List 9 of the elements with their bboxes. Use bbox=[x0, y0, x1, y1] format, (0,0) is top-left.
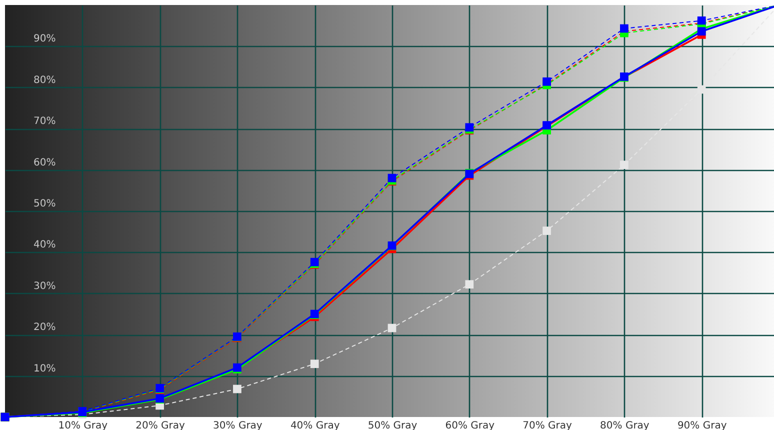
y-tick-label: 70% bbox=[34, 116, 56, 128]
y-tick-label: 20% bbox=[34, 322, 56, 334]
y-tick-label: 40% bbox=[34, 240, 56, 251]
y-tick-label: 60% bbox=[34, 157, 56, 168]
y-tick-label: 50% bbox=[34, 198, 56, 210]
y-tick-label: 30% bbox=[34, 280, 56, 292]
y-tick-label: 90% bbox=[34, 34, 56, 45]
y-tick-label: 80% bbox=[34, 74, 56, 86]
y-tick-label: 10% bbox=[34, 363, 56, 374]
